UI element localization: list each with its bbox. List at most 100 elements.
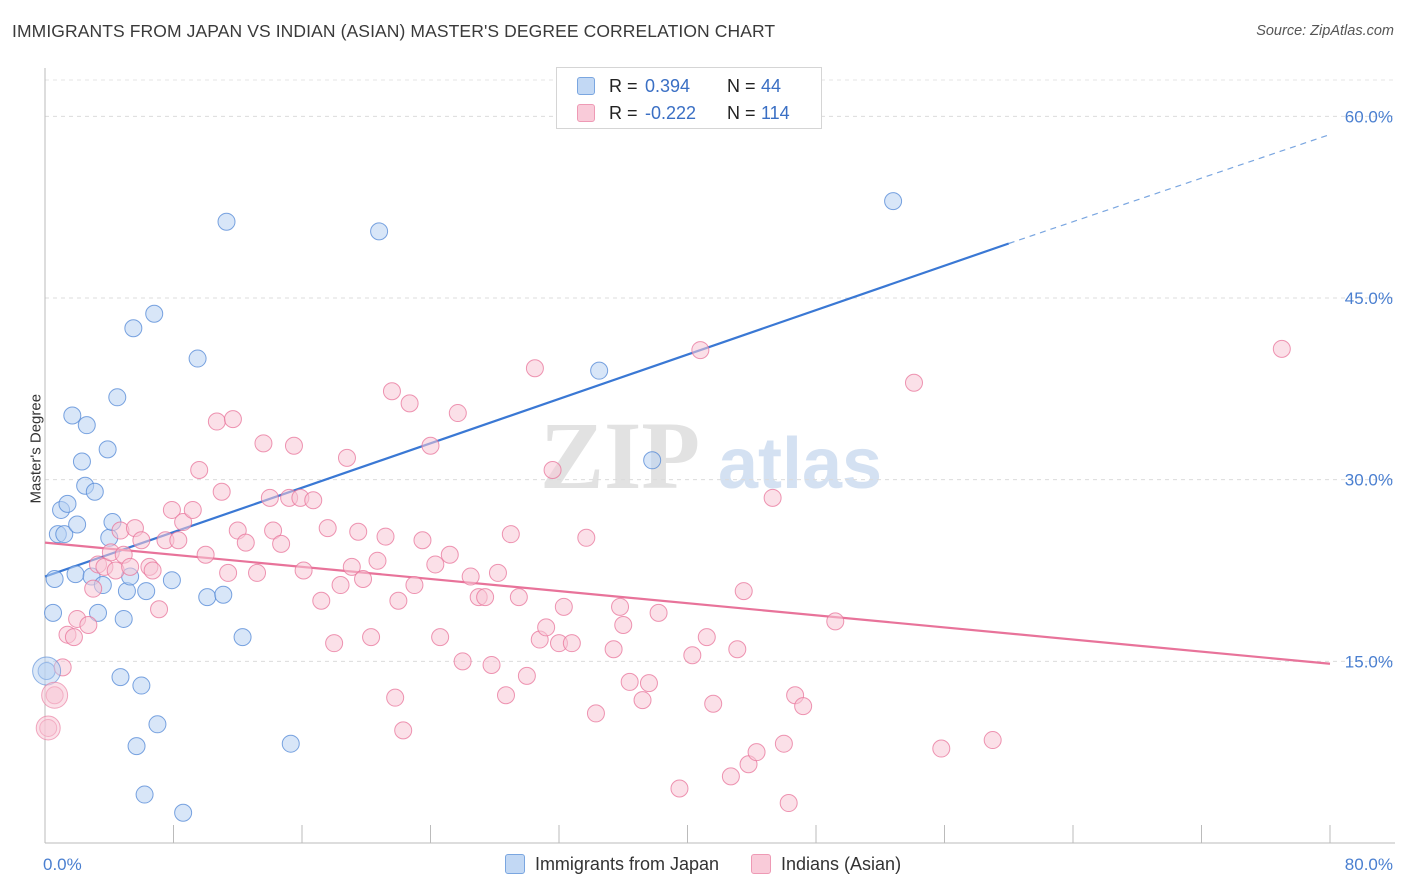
indian-point (331, 576, 350, 595)
indian-point (162, 500, 181, 519)
indian-point (368, 551, 387, 570)
watermark-zip: ZIP (540, 402, 700, 509)
japan-point (68, 515, 87, 534)
indian-point (517, 666, 536, 685)
indian-point (121, 557, 140, 576)
indian-point (734, 582, 753, 601)
indian-point (264, 521, 283, 540)
indian-point (394, 721, 413, 740)
indian-point (312, 591, 331, 610)
japan-point (124, 319, 143, 338)
indian-point (413, 531, 432, 550)
indian-point (501, 525, 520, 544)
indian-point (747, 743, 766, 762)
japan-point (111, 668, 130, 687)
r-value: -0.222 (645, 102, 697, 123)
indian-point (183, 500, 202, 519)
japan-point (45, 569, 64, 588)
stats-row-indian: R = -0.222 N = 114 (577, 100, 790, 126)
indian-point (728, 640, 747, 659)
legend-item-japan[interactable]: Immigrants from Japan (504, 853, 719, 875)
trend-lines (44, 133, 1331, 665)
indian-point (453, 652, 472, 671)
japan-point (233, 628, 252, 647)
indian-point (294, 561, 313, 580)
indian-point (389, 591, 408, 610)
japan-point (127, 737, 146, 756)
indian-point (421, 436, 440, 455)
r-value: 0.394 (645, 75, 691, 96)
indian-point (440, 545, 459, 564)
japan-point (198, 588, 217, 607)
indian-point (691, 341, 710, 360)
indian-point (904, 373, 923, 392)
indian-point (386, 688, 405, 707)
indian-point (562, 634, 581, 653)
indian-point (219, 563, 238, 582)
indian-point (537, 618, 556, 637)
indian-point (254, 434, 273, 453)
indian-point-large (35, 715, 61, 741)
indian-point (794, 697, 813, 716)
japan-point (72, 452, 91, 471)
indian-point (84, 579, 103, 598)
japan-point (590, 361, 609, 380)
indian-point (318, 519, 337, 538)
stats-legend: R = 0.394 N = 44 R = -0.222 N = 114 (556, 67, 822, 129)
indian-point (190, 460, 209, 479)
indian-point (614, 616, 633, 634)
indian-point (611, 597, 630, 616)
n-value: 114 (761, 102, 790, 123)
japan-point (85, 482, 104, 501)
indian-point (649, 603, 668, 622)
indian-trend-line (44, 541, 1331, 665)
indian-point (482, 655, 501, 674)
r-label: R = (609, 102, 638, 123)
legend-item-indian[interactable]: Indians (Asian) (751, 854, 901, 875)
indian-point (248, 563, 267, 582)
indian-point (260, 488, 279, 507)
indian-point (79, 616, 98, 634)
indian-point (1272, 339, 1291, 358)
indian-point-large (41, 681, 69, 709)
indian-point (284, 436, 303, 455)
x-tick-label: 80.0% (1345, 855, 1393, 874)
indian-point (721, 767, 740, 786)
indian-point (670, 779, 689, 798)
indian-point (212, 482, 231, 501)
japan-point (89, 603, 108, 622)
indian-point (207, 412, 226, 431)
indian-point (349, 522, 368, 541)
indian-point (448, 404, 467, 423)
gridlines (45, 79, 1395, 662)
indian-point (426, 555, 445, 574)
japan-point (148, 715, 167, 734)
legend-label-japan: Immigrants from Japan (534, 853, 719, 874)
y-tick-label: 15.0% (1345, 652, 1393, 671)
indian-point (236, 533, 255, 552)
japan-trend-extension (1008, 133, 1331, 245)
indian-point (132, 531, 151, 550)
n-value: 44 (761, 75, 782, 96)
indian-point (525, 359, 544, 378)
indian-point (405, 576, 424, 595)
indian-point (196, 545, 215, 564)
japan-point (188, 349, 207, 368)
watermark-atlas: atlas (718, 424, 882, 504)
japan-point (44, 603, 63, 622)
indian-point (826, 612, 845, 631)
japan-point (55, 525, 74, 544)
legend-label-indian: Indians (Asian) (781, 853, 902, 874)
indian-point (509, 588, 528, 607)
indian-point (496, 686, 515, 705)
indian-point (461, 567, 480, 586)
indian-point (362, 628, 381, 647)
indian-point (586, 704, 605, 723)
watermark: ZIP atlas (540, 402, 882, 509)
source-label: Source: ZipAtlas.com (1256, 23, 1394, 39)
indian-point (577, 528, 596, 547)
indian-point (223, 410, 242, 429)
indian-point (604, 640, 623, 659)
japan-point (370, 222, 389, 241)
y-tick-label: 45.0% (1345, 289, 1393, 308)
